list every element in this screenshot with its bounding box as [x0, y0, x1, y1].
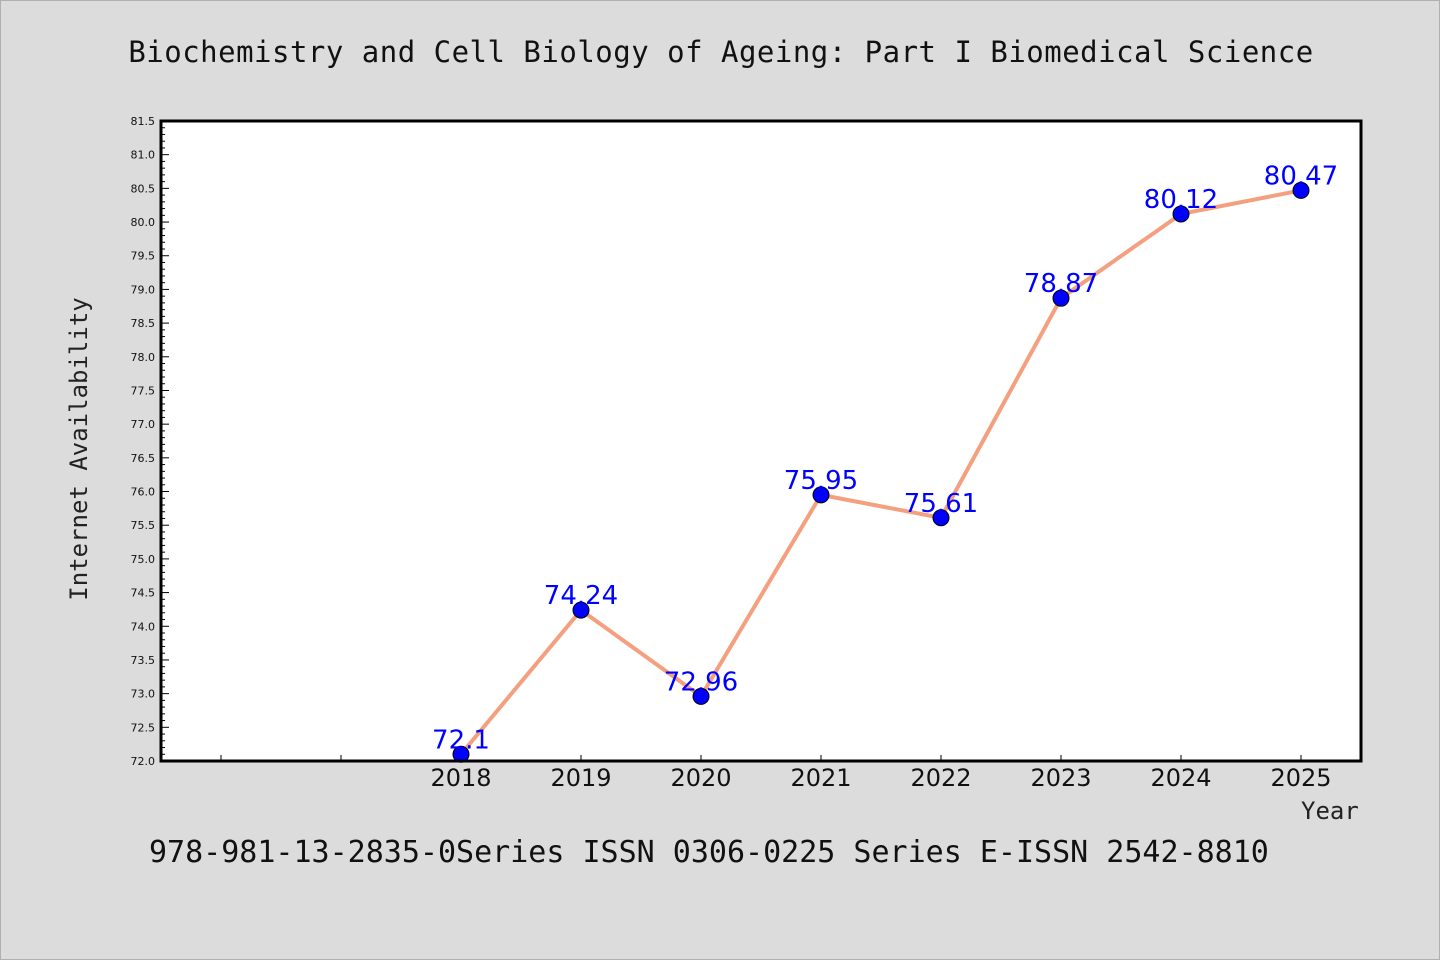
plot-frame	[159, 119, 1363, 763]
data-point	[1172, 205, 1190, 223]
data-label: 78.87	[1024, 269, 1098, 299]
x-tick-label: 2018	[430, 764, 491, 792]
x-tick-label: 2021	[790, 764, 851, 792]
y-tick-label: 80.0	[131, 216, 156, 229]
data-point	[572, 601, 590, 619]
y-tick-label: 79.5	[131, 250, 156, 263]
chart-footer: 978-981-13-2835-0Series ISSN 0306-0225 S…	[149, 835, 1269, 870]
y-tick-label: 79.0	[131, 283, 156, 296]
y-tick-label: 73.0	[131, 688, 156, 701]
x-tick-label: 2023	[1030, 764, 1091, 792]
y-tick-label: 78.5	[131, 317, 156, 330]
data-label: 72.1	[432, 725, 490, 755]
data-label: 75.61	[904, 489, 978, 519]
data-label: 80.12	[1144, 185, 1218, 215]
y-tick-label: 75.5	[131, 519, 156, 532]
data-point	[692, 687, 710, 705]
y-tick-label: 81.5	[131, 115, 156, 128]
y-tick-label: 72.5	[131, 721, 156, 734]
y-tick-label: 81.0	[131, 149, 156, 162]
y-tick-label: 76.5	[131, 452, 156, 465]
series-line	[459, 188, 1302, 756]
y-tick-label: 78.0	[131, 351, 156, 364]
x-axis-label: Year	[1301, 797, 1359, 825]
x-tick-label: 2019	[550, 764, 611, 792]
y-tick-label: 73.5	[131, 654, 156, 667]
y-tick-label: 80.5	[131, 182, 156, 195]
chart-title: Biochemistry and Cell Biology of Ageing:…	[128, 35, 1314, 69]
data-point	[932, 509, 950, 527]
x-tick-label: 2022	[910, 764, 971, 792]
data-label: 72.96	[664, 667, 738, 697]
y-tick-label: 77.0	[131, 418, 156, 431]
y-tick-label: 74.5	[131, 587, 156, 600]
y-tick-label: 72.0	[131, 755, 156, 768]
y-tick-label: 76.0	[131, 486, 156, 499]
data-point	[1052, 289, 1070, 307]
x-tick-label: 2020	[670, 764, 731, 792]
y-tick-label: 75.0	[131, 553, 156, 566]
y-tick-label: 77.5	[131, 384, 156, 397]
y-tick-label: 74.0	[131, 620, 156, 633]
x-tick-label: 2025	[1270, 764, 1331, 792]
data-point	[812, 486, 830, 504]
data-point	[1292, 181, 1310, 199]
data-label: 75.95	[784, 466, 858, 496]
x-tick-label: 2024	[1150, 764, 1211, 792]
data-label: 80.47	[1264, 161, 1338, 191]
data-label: 74.24	[544, 581, 618, 611]
